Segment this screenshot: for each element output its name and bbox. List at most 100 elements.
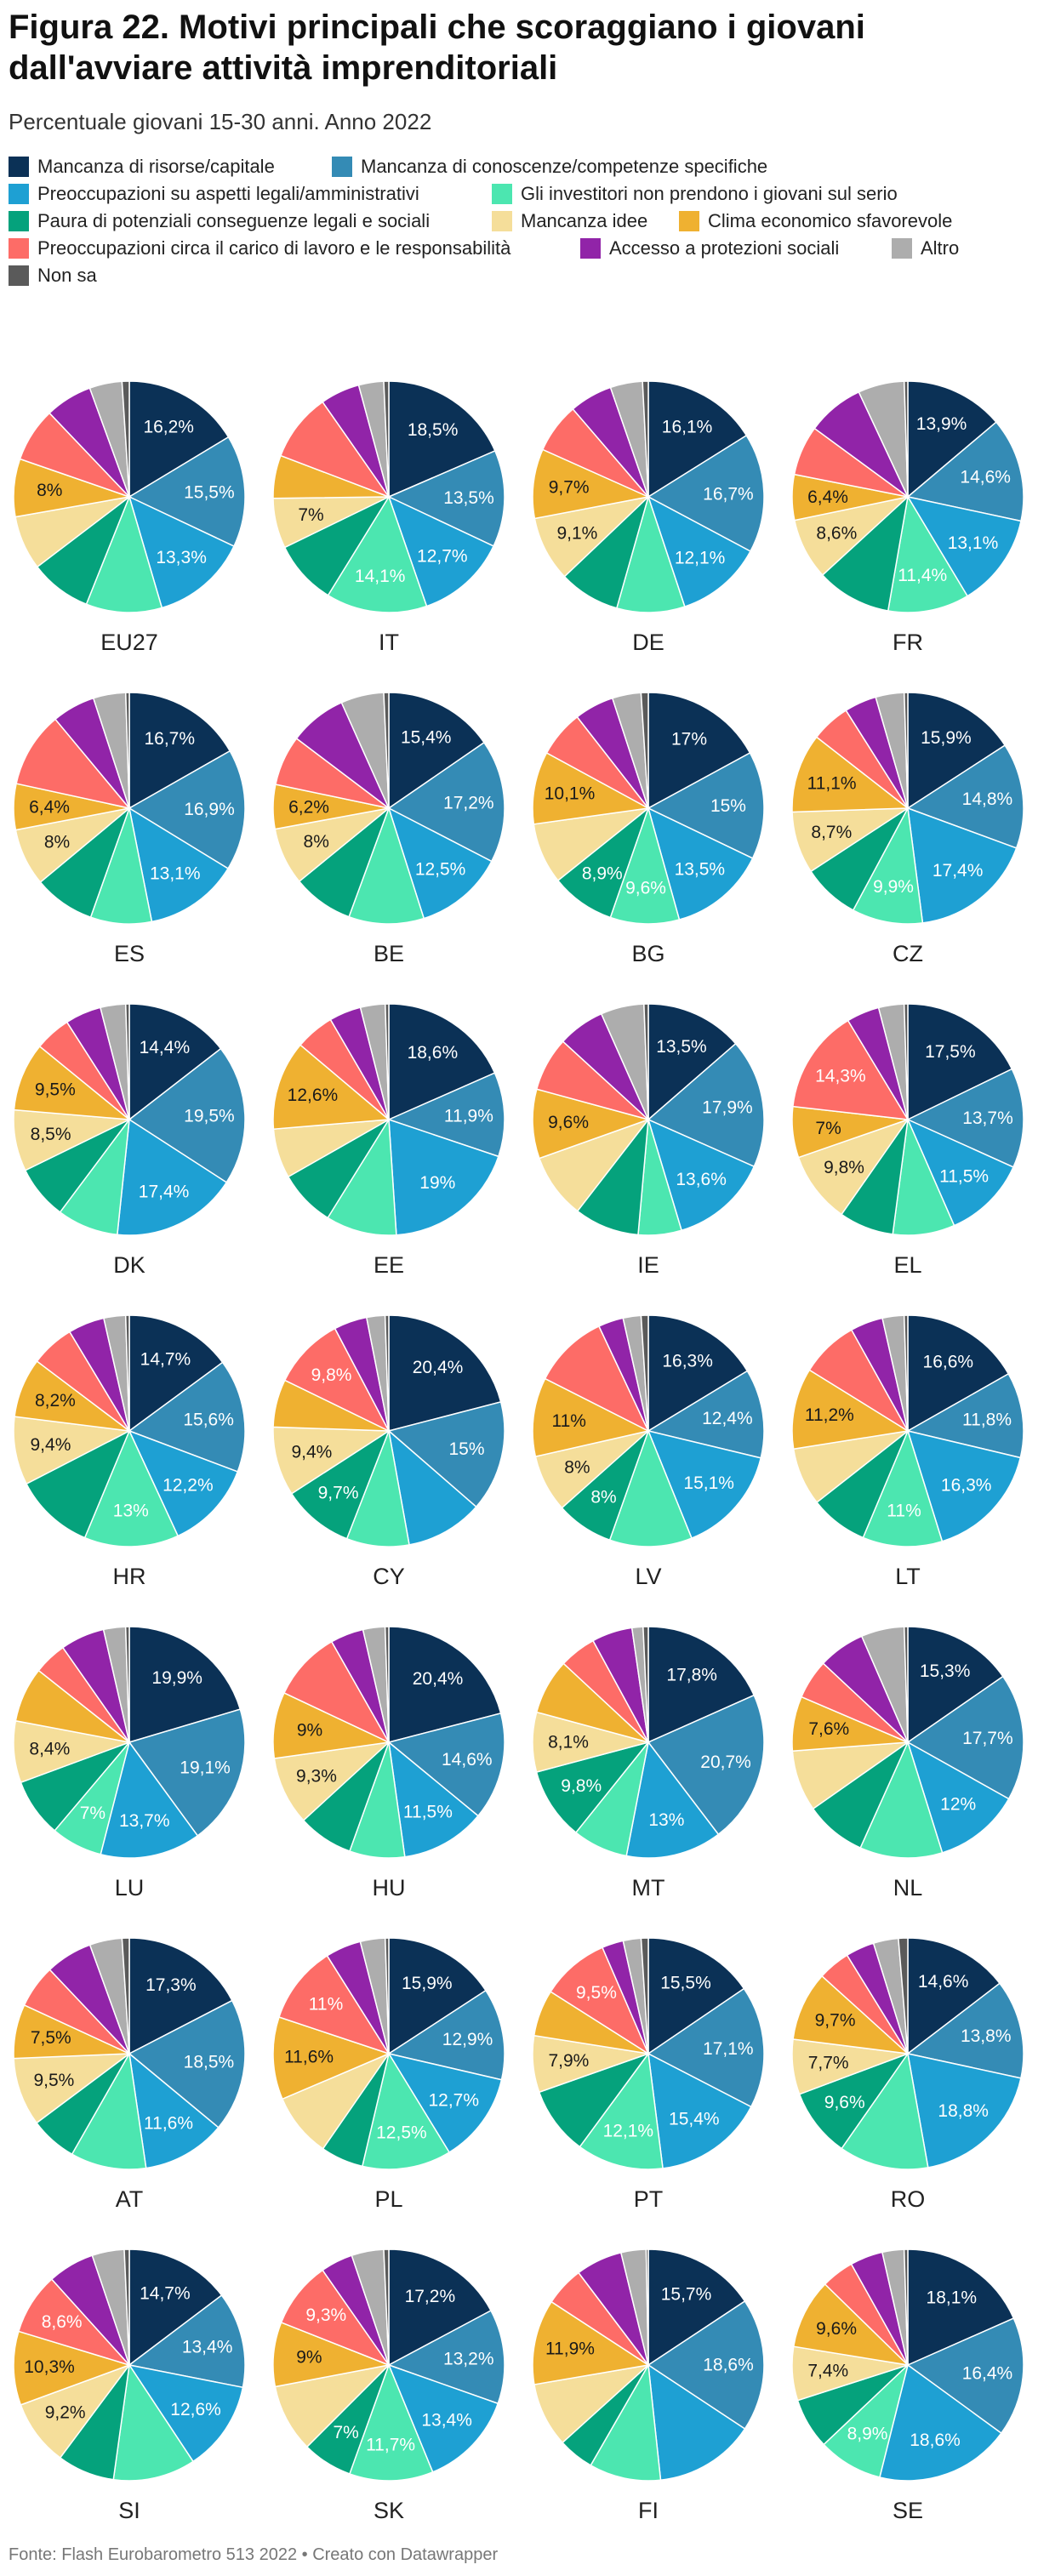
pie-slice-hr-mancanza-di-conoscenze-competenze-specifiche	[128, 1361, 246, 1473]
pie-slice-hu-preoccupazioni-su-aspetti-legali-amministrativi	[387, 1741, 480, 1858]
slice-value-label: 12,7%	[417, 546, 468, 566]
slice-value-label: 16,4%	[962, 2364, 1013, 2384]
country-label: EE	[374, 1252, 404, 1278]
pie-slice-lt-clima-economico-sfavorevole	[791, 1369, 910, 1450]
pie-slice-nl-non-sa	[903, 1626, 909, 1743]
slice-value-label: 9,5%	[35, 1080, 76, 1099]
slice-value-label: 8,1%	[548, 1732, 589, 1752]
country-label: FI	[638, 2498, 659, 2523]
legend-label: Mancanza di conoscenze/competenze specif…	[361, 156, 768, 177]
pie-slice-ro-mancanza-di-risorse-capitale	[907, 1937, 1001, 2055]
country-label: ES	[114, 941, 145, 966]
country-label: AT	[116, 2186, 144, 2212]
slice-value-label: 13,2%	[443, 2349, 494, 2368]
pie-slice-si-mancanza-di-risorse-capitale	[128, 2248, 223, 2367]
pie-be: 15,4% 17,2% 12,5% 8% 6,2% BE	[272, 692, 505, 966]
slice-value-label: 19,1%	[180, 1758, 231, 1778]
pie-pl: 15,9% 12,9% 12,7%12,5% 11,6% 11% PL	[272, 1937, 505, 2212]
slice-value-label: 18,6%	[910, 2431, 961, 2450]
pie-slice-dk-non-sa	[124, 1003, 130, 1120]
pie-slice-be-mancanza-di-conoscenze-competenze-specifiche	[387, 741, 505, 863]
pie-slice-ee-clima-economico-sfavorevole	[272, 1044, 391, 1130]
slice-value-label: 14,6%	[960, 468, 1011, 487]
slice-value-label: 15,5%	[184, 483, 235, 503]
slice-value-label: 17,9%	[702, 1098, 753, 1118]
pie-slice-ro-paura-di-potenziali-conseguenze-legali-e-sociali	[798, 2052, 910, 2150]
pie-slice-hr-paura-di-potenziali-conseguenze-legali-e-sociali	[26, 1429, 131, 1539]
pie-slice-at-mancanza-idee	[13, 2053, 132, 2124]
slice-value-label: 11,6%	[284, 2047, 334, 2066]
slice-value-label: 9,8%	[561, 1776, 602, 1796]
slice-value-label: 8%	[304, 832, 329, 852]
pie-slice-hu-non-sa	[384, 1626, 390, 1743]
slice-value-label: 16,3%	[662, 1352, 713, 1371]
pie-slice-it-preoccupazioni-su-aspetti-legali-amministrativi	[387, 495, 495, 607]
pie-slice-ee-mancanza-di-risorse-capitale	[388, 1003, 496, 1121]
pie-slice-lu-mancanza-di-risorse-capitale	[128, 1626, 242, 1744]
slice-value-label: 20,7%	[700, 1752, 751, 1772]
slice-value-label: 7%	[298, 505, 323, 525]
pie-slice-sk-preoccupazioni-su-aspetti-legali-amministrativi	[387, 2363, 499, 2473]
slice-value-label: 11,2%	[805, 1405, 854, 1425]
slice-value-label: 18,6%	[408, 1043, 459, 1063]
pie-slice-cz-gli-investitori-non-prendono-i-giovani-sul-serio	[852, 806, 924, 925]
country-label: EL	[893, 1252, 921, 1278]
country-label: PL	[374, 2186, 402, 2212]
pie-slice-cz-mancanza-di-risorse-capitale	[907, 692, 1007, 810]
country-label: RO	[891, 2186, 926, 2212]
legend-label: Mancanza di risorse/capitale	[37, 156, 275, 177]
slice-value-label: 8,6%	[42, 2312, 83, 2332]
slice-value-label: 17,1%	[703, 2039, 754, 2059]
country-label: DE	[632, 630, 664, 655]
pie-slice-cy-mancanza-di-conoscenze-competenze-specifiche	[387, 1400, 505, 1508]
pie-slice-lv-non-sa	[640, 1314, 649, 1432]
pie-slice-bg-mancanza-di-conoscenze-competenze-specifiche	[647, 751, 765, 859]
slice-value-label: 16,2%	[143, 418, 194, 437]
slice-value-label: 17%	[671, 730, 707, 749]
slice-value-label: 9,7%	[815, 2010, 856, 2030]
pie-slice-fi-non-sa	[645, 2248, 649, 2366]
slice-value-label: 13,6%	[676, 1170, 727, 1189]
legend-swatch	[9, 211, 29, 231]
legend-swatch	[679, 211, 699, 231]
slice-value-label: 15,9%	[402, 1974, 453, 1993]
legend-label: Mancanza idee	[521, 210, 648, 231]
pie-slice-lt-mancanza-di-risorse-capitale	[907, 1314, 1010, 1433]
legend-swatch	[9, 184, 29, 204]
country-label: DK	[113, 1252, 145, 1278]
slice-value-label: 11,9%	[444, 1106, 493, 1126]
slice-value-label: 13,3%	[156, 548, 207, 567]
pie-slice-lu-non-sa	[124, 1626, 130, 1743]
pie-slice-pt-mancanza-di-risorse-capitale	[647, 1937, 745, 2055]
slice-value-label: 12,2%	[163, 1475, 214, 1495]
country-label: MT	[632, 1875, 665, 1901]
pie-slice-hr-mancanza-di-risorse-capitale	[128, 1314, 224, 1433]
slice-value-label: 14,8%	[962, 789, 1013, 809]
pie-slice-ro-gli-investitori-non-prendono-i-giovani-sul-serio	[841, 2052, 929, 2170]
country-label: SI	[118, 2498, 140, 2523]
chart-title: Figura 22. Motivi principali che scoragg…	[9, 9, 865, 87]
pie-slice-es-mancanza-di-conoscenze-competenze-specifiche	[128, 749, 246, 869]
slice-value-label: 15,6%	[183, 1411, 234, 1430]
pie-slice-pl-preoccupazioni-su-aspetti-legali-amministrativi	[387, 2052, 503, 2154]
pie-slice-dk-clima-economico-sfavorevole	[13, 1045, 132, 1120]
pie-slice-de-preoccupazioni-su-aspetti-legali-amministrativi	[647, 495, 752, 608]
pie-slice-hu-mancanza-di-risorse-capitale	[388, 1626, 502, 1743]
slice-value-label: 9,2%	[45, 2403, 86, 2423]
pie-slice-de-mancanza-idee	[533, 495, 651, 578]
slice-value-label: 17,4%	[139, 1182, 190, 1201]
pie-slice-pl-mancanza-di-conoscenze-competenze-specifiche	[387, 1989, 505, 2081]
slice-value-label: 7%	[80, 1804, 106, 1823]
slice-value-label: 6,4%	[29, 797, 70, 817]
slice-value-label: 17,3%	[145, 1975, 197, 1995]
slice-value-label: 9,9%	[873, 877, 914, 897]
pie-slice-el-preoccupazioni-su-aspetti-legali-amministrativi	[906, 1118, 1014, 1227]
pie-slice-mt-mancanza-di-risorse-capitale	[647, 1626, 756, 1744]
country-label: SE	[893, 2498, 923, 2523]
pie-slice-fr-gli-investitori-non-prendono-i-giovani-sul-serio	[887, 494, 969, 613]
legend-label: Preoccupazioni su aspetti legali/amminis…	[37, 183, 419, 204]
slice-value-label: 8,2%	[35, 1391, 76, 1411]
country-label: IT	[379, 630, 399, 655]
slice-value-label: 8,9%	[847, 2425, 888, 2444]
slice-value-label: 7%	[815, 1119, 841, 1138]
